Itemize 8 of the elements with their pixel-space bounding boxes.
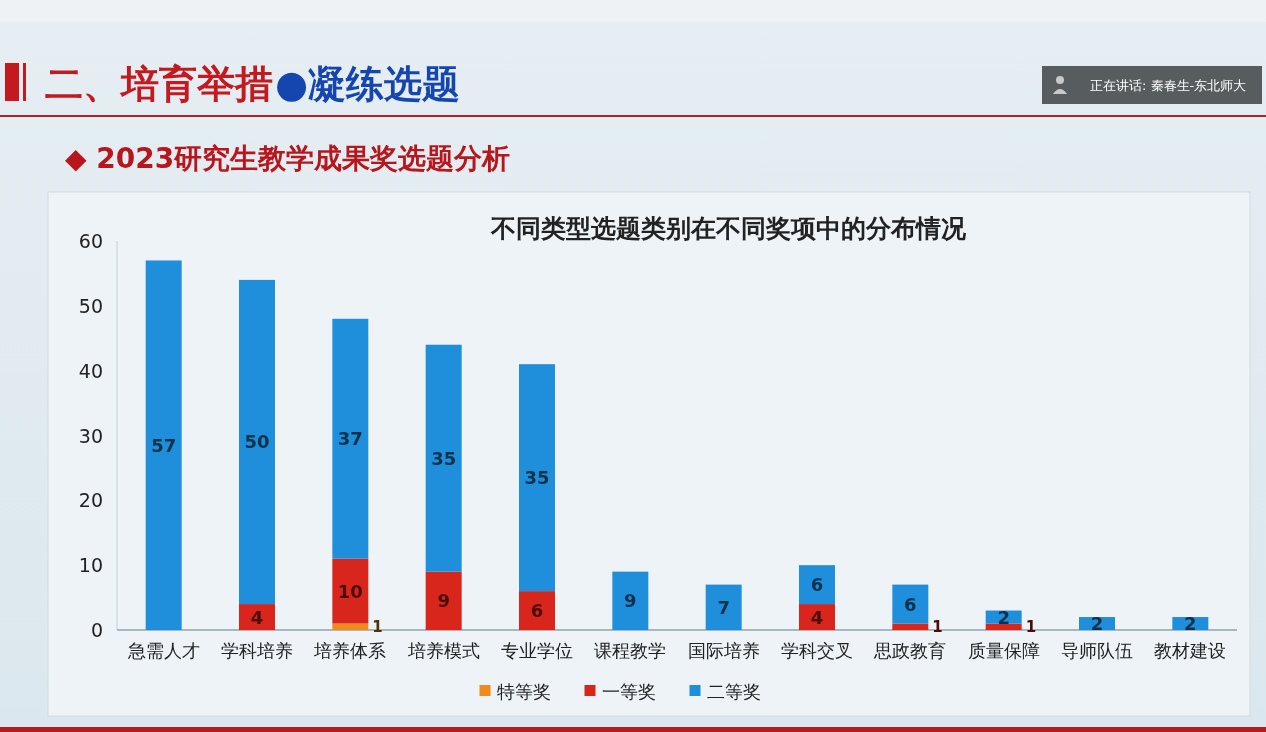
- annotation: 二、培育举措: [45, 62, 273, 106]
- title: 不同类型选题类别在不同奖项中的分布情况: [490, 214, 966, 243]
- annotation: ◆ 2023研究生教学成果奖选题分析: [65, 142, 511, 175]
- annotation: 正在讲话: 秦春生-东北师大: [1090, 78, 1247, 93]
- legend-一等奖: 一等奖: [601, 680, 656, 702]
- annotation: ●凝练选题: [275, 62, 461, 106]
- legend-二等奖: 二等奖: [706, 680, 761, 702]
- legend-特等奖: 特等奖: [496, 680, 551, 702]
